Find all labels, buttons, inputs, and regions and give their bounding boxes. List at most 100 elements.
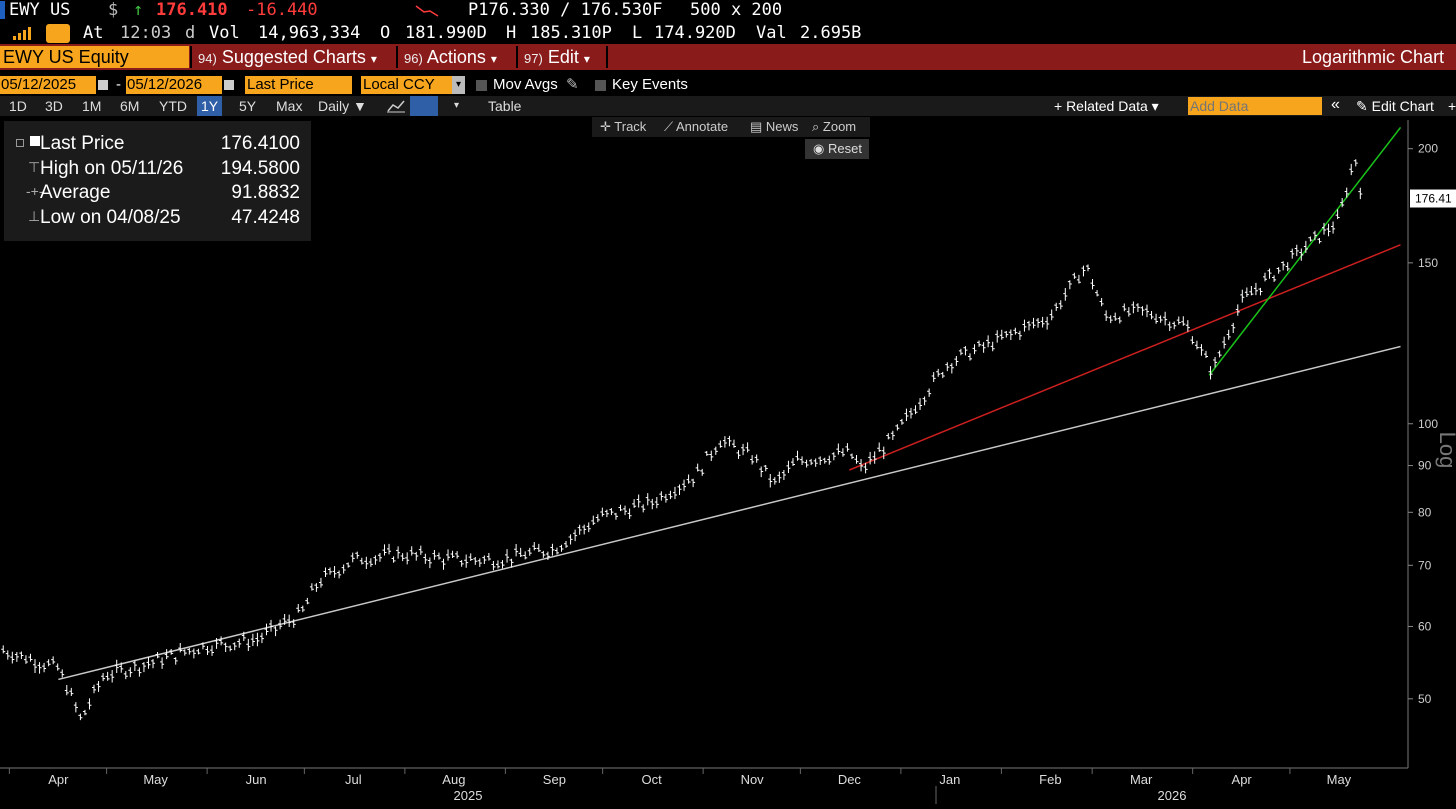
mov-avgs-label[interactable]: Mov Avgs	[493, 76, 558, 93]
x-tick-label: Apr	[48, 772, 69, 787]
price-bar	[1176, 316, 1181, 325]
chevron-down-icon[interactable]: ▾	[454, 100, 460, 111]
price-bar	[813, 458, 818, 467]
price-bar	[600, 507, 605, 517]
period-ytd[interactable]: YTD	[159, 98, 187, 114]
edit-chart-button[interactable]: ✎ Edit Chart	[1352, 96, 1438, 116]
frequency-select[interactable]: Daily ▼	[318, 98, 367, 114]
security-field[interactable]: EWY US Equity	[0, 46, 189, 68]
price-bar	[19, 651, 24, 660]
price-bar	[541, 550, 546, 558]
price-bar	[178, 642, 183, 653]
price-bar	[146, 657, 151, 669]
price-bar	[623, 505, 628, 516]
pencil-icon[interactable]: ✎	[566, 76, 579, 93]
x-tick-label: May	[1327, 772, 1352, 787]
price-bar	[554, 547, 559, 555]
news-button[interactable]: ▤ News	[750, 119, 799, 134]
last-price-swatch	[30, 136, 40, 146]
vol-label: Vol	[209, 23, 240, 43]
line-chart-icon[interactable]	[386, 99, 406, 113]
price-bar	[700, 468, 705, 476]
price-bar	[1026, 320, 1031, 331]
actions-menu[interactable]: 96) Actions ▾	[404, 47, 497, 67]
calendar-icon[interactable]	[224, 80, 234, 90]
expand-icon[interactable]	[16, 139, 24, 147]
reset-button[interactable]: ◉ Reset	[805, 139, 869, 159]
price-bar	[1140, 306, 1145, 316]
net-change: -16.440	[246, 0, 318, 20]
price-bar	[1104, 310, 1109, 321]
mov-avgs-checkbox[interactable]	[476, 80, 487, 91]
suggested-label: Suggested Charts	[221, 47, 366, 67]
price-bar	[228, 645, 233, 652]
price-bar	[750, 455, 755, 465]
at-label: At	[83, 23, 104, 43]
period-1d[interactable]: 1D	[9, 98, 27, 114]
price-bar	[69, 687, 74, 696]
x-tick-label: Mar	[1130, 772, 1153, 787]
zoom-button[interactable]: ⌕ Zoom	[812, 119, 857, 134]
traded-value: 2.695B	[800, 23, 862, 43]
edit-menu[interactable]: 97) Edit ▾	[524, 47, 590, 67]
price-bar	[446, 549, 451, 561]
end-date-input[interactable]: 05/12/2026	[126, 76, 222, 94]
ccy-select[interactable]: Local CCY	[361, 76, 453, 94]
legend-low-label: Low on 04/08/25	[40, 207, 181, 228]
ticker[interactable]: EWY US	[9, 0, 71, 20]
period-1m[interactable]: 1M	[82, 98, 102, 114]
add-data-input[interactable]	[1188, 97, 1322, 115]
legend-avg-value: 91.8832	[231, 182, 300, 203]
price-bar	[1217, 350, 1222, 358]
price-bar	[1022, 319, 1027, 332]
price-bar	[550, 543, 555, 556]
suggested-charts-menu[interactable]: 94) Suggested Charts ▾	[198, 47, 377, 67]
period-max[interactable]: Max	[276, 98, 303, 114]
track-button[interactable]: ✛ Track	[600, 119, 647, 134]
alert-icon[interactable]	[46, 24, 70, 43]
collapse-icon[interactable]: «	[1331, 96, 1340, 113]
date-dash: -	[116, 76, 121, 93]
price-bar	[23, 655, 28, 664]
price-bar	[849, 453, 854, 460]
price-bar	[881, 446, 886, 460]
price-bar	[686, 474, 691, 484]
price-bar	[28, 653, 33, 662]
period-6m[interactable]: 6M	[120, 98, 140, 114]
price-bar	[10, 651, 15, 664]
period-3d[interactable]: 3D	[45, 98, 63, 114]
chevron-down-icon[interactable]: ▾	[452, 76, 465, 94]
related-data-button[interactable]: + Related Data ▾	[1054, 98, 1159, 114]
price-bar	[296, 604, 301, 613]
legend-low-value: 47.4248	[231, 207, 300, 228]
price-bar	[1276, 267, 1281, 274]
price-bar	[123, 671, 128, 680]
period-1y[interactable]: 1Y	[197, 96, 223, 116]
annotate-button[interactable]: ⟋ Annotate	[664, 119, 729, 134]
start-date-input[interactable]: 05/12/2025	[0, 76, 96, 94]
price-bar	[977, 340, 982, 347]
plus-icon[interactable]: +	[1448, 98, 1456, 114]
price-bar	[722, 436, 727, 448]
price-bar	[609, 508, 614, 516]
key-events-checkbox[interactable]	[595, 80, 606, 91]
x-tick-label: Jul	[345, 772, 362, 787]
price-bar	[350, 552, 355, 563]
field-select[interactable]: Last Price	[245, 76, 352, 94]
price-bar	[573, 529, 578, 542]
price-bar	[741, 443, 746, 456]
price-bar	[1145, 304, 1149, 318]
price-bar	[668, 490, 673, 500]
price-bar	[523, 551, 528, 560]
period-5y[interactable]: 5Y	[239, 98, 257, 114]
price-bar	[564, 541, 569, 548]
price-bar	[314, 583, 319, 592]
price-bar	[1072, 272, 1077, 279]
price-bar	[1190, 336, 1195, 345]
bar-chart-icon[interactable]	[410, 96, 438, 116]
calendar-icon[interactable]	[98, 80, 108, 90]
table-button[interactable]: Table	[488, 98, 522, 114]
price-bars	[1, 159, 1363, 721]
key-events-label[interactable]: Key Events	[612, 76, 688, 93]
